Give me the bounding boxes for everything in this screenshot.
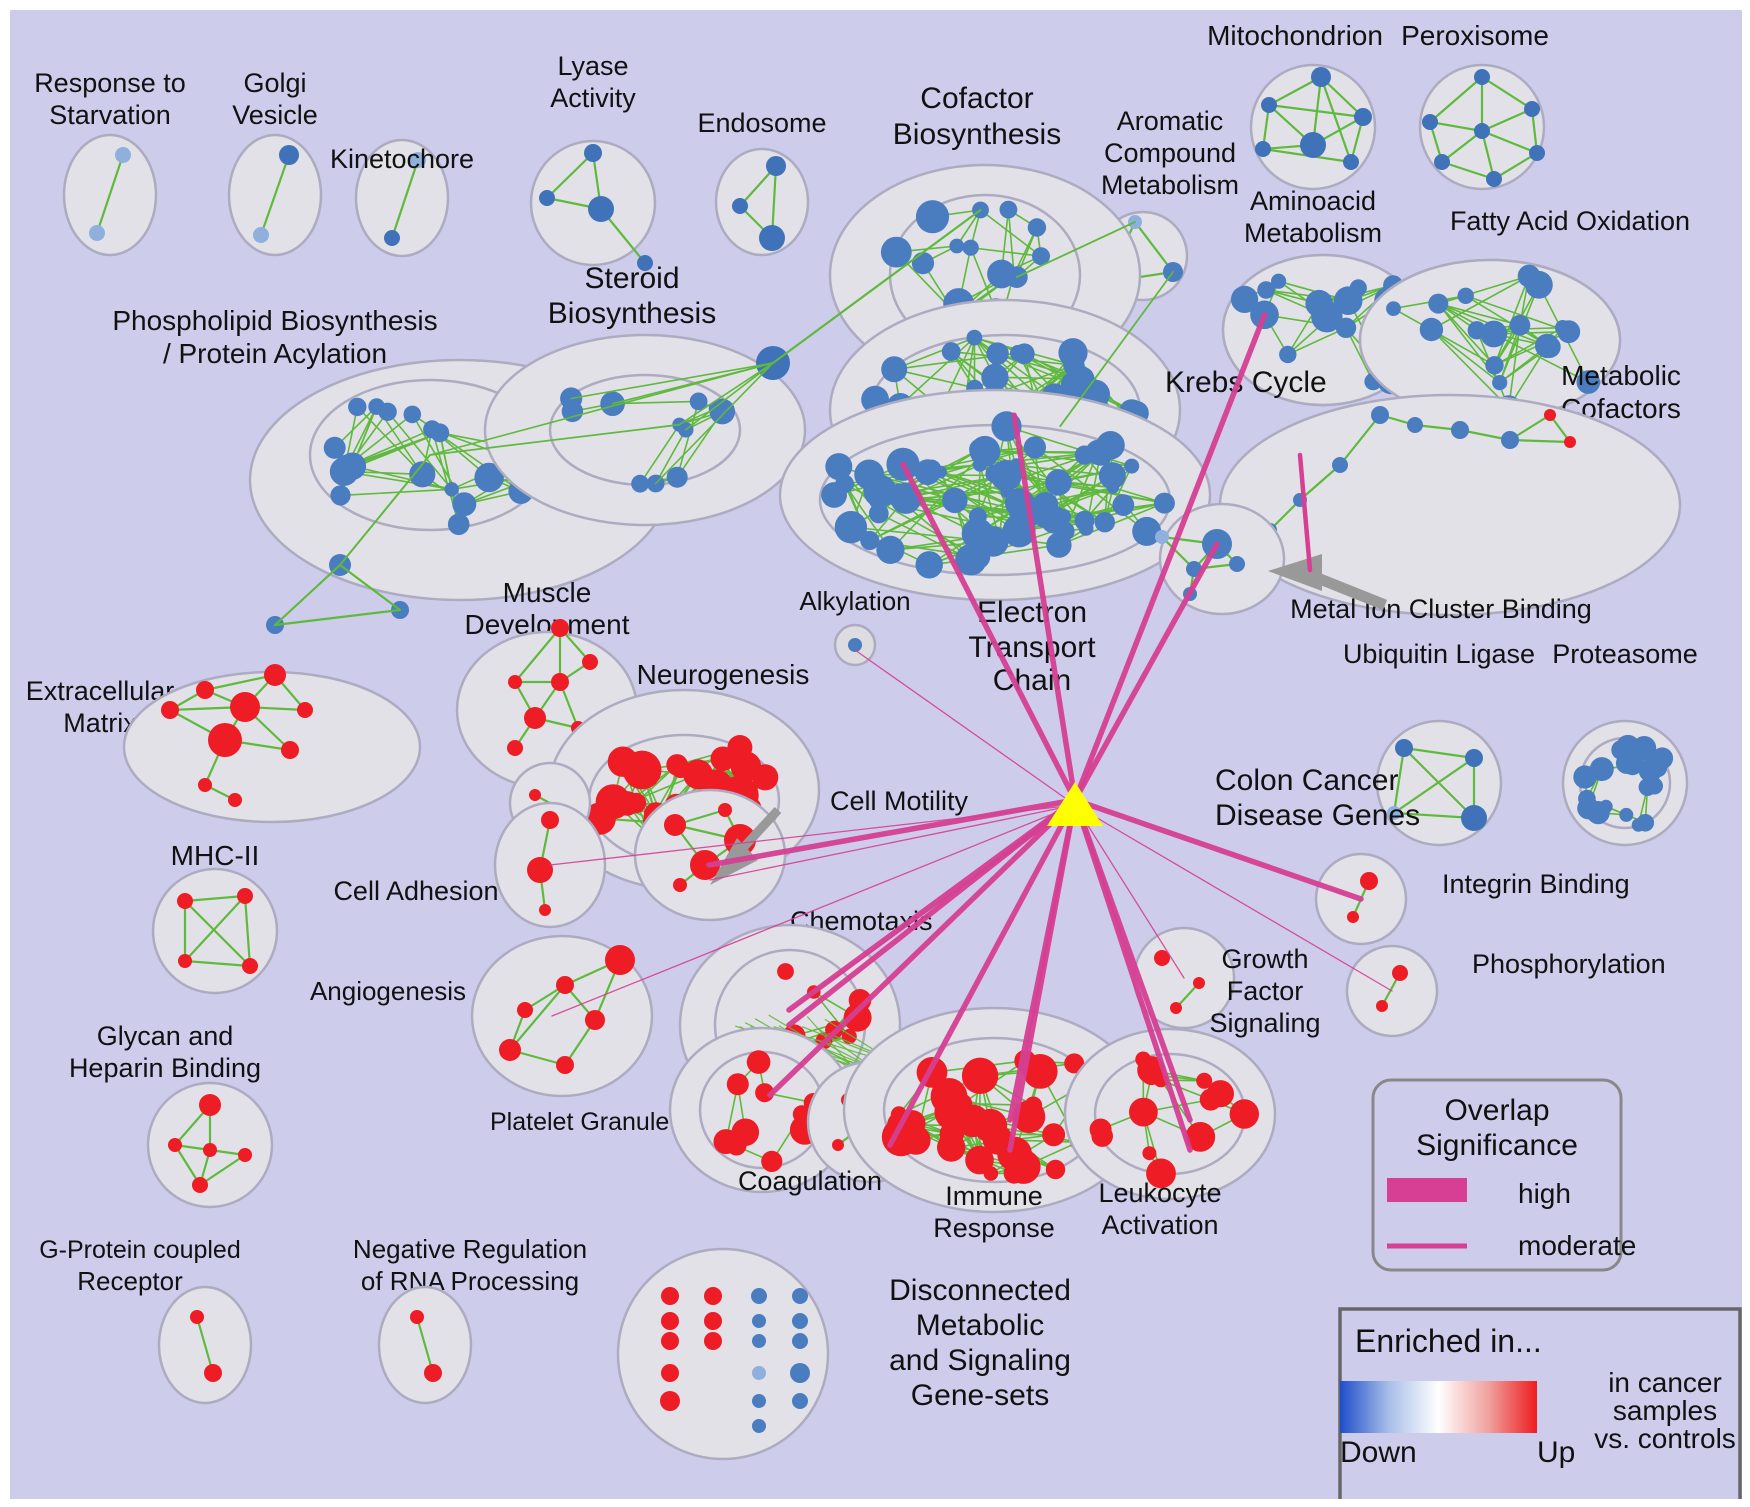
svg-text:Ubiquitin Ligase: Ubiquitin Ligase (1343, 639, 1535, 669)
svg-text:Significance: Significance (1416, 1129, 1578, 1162)
svg-text:Neurogenesis: Neurogenesis (637, 659, 810, 690)
svg-text:vs. controls: vs. controls (1594, 1423, 1736, 1454)
svg-text:Overlap: Overlap (1444, 1094, 1549, 1127)
svg-text:Golgi: Golgi (243, 68, 306, 98)
svg-text:Biosynthesis: Biosynthesis (893, 118, 1061, 151)
svg-text:Starvation: Starvation (49, 100, 171, 130)
svg-text:high: high (1518, 1178, 1571, 1209)
svg-text:samples: samples (1613, 1395, 1717, 1426)
svg-text:Cofactor: Cofactor (920, 82, 1033, 115)
svg-text:Lyase: Lyase (557, 51, 628, 81)
svg-text:in cancer: in cancer (1608, 1367, 1722, 1398)
svg-text:Compound: Compound (1104, 138, 1236, 168)
svg-text:Glycan and: Glycan and (97, 1021, 234, 1051)
svg-text:Factor: Factor (1227, 976, 1304, 1006)
svg-text:Metabolism: Metabolism (1244, 218, 1382, 248)
svg-text:Up: Up (1537, 1436, 1575, 1469)
svg-text:Kinetochore: Kinetochore (330, 144, 474, 174)
svg-text:Phosphorylation: Phosphorylation (1472, 949, 1666, 979)
svg-text:Activation: Activation (1101, 1210, 1218, 1240)
svg-text:Leukocyte: Leukocyte (1098, 1178, 1221, 1208)
svg-text:Coagulation: Coagulation (738, 1166, 882, 1196)
svg-text:Angiogenesis: Angiogenesis (310, 976, 466, 1006)
svg-text:Mitochondrion: Mitochondrion (1207, 20, 1383, 51)
svg-text:and Signaling: and Signaling (889, 1344, 1071, 1377)
svg-text:Steroid: Steroid (584, 262, 679, 295)
svg-text:Disconnected: Disconnected (889, 1274, 1071, 1307)
svg-text:Phospholipid Biosynthesis: Phospholipid Biosynthesis (112, 305, 437, 336)
svg-text:Metabolic: Metabolic (916, 1309, 1044, 1342)
svg-text:Enriched in...: Enriched in... (1355, 1323, 1542, 1359)
svg-text:Response: Response (933, 1213, 1055, 1243)
svg-text:Gene-sets: Gene-sets (911, 1379, 1049, 1412)
svg-text:Immune: Immune (945, 1181, 1043, 1211)
svg-text:Negative Regulation: Negative Regulation (353, 1234, 587, 1264)
svg-text:Cell Motility: Cell Motility (830, 786, 969, 816)
svg-text:Electron: Electron (977, 596, 1087, 629)
svg-text:of RNA Processing: of RNA Processing (361, 1266, 579, 1296)
svg-text:/ Protein Acylation: / Protein Acylation (163, 338, 387, 369)
svg-text:Biosynthesis: Biosynthesis (548, 297, 716, 330)
svg-text:G-Protein coupled: G-Protein coupled (39, 1236, 241, 1264)
svg-text:Transport: Transport (968, 631, 1096, 664)
svg-text:Proteasome: Proteasome (1552, 639, 1698, 669)
svg-text:Metabolic: Metabolic (1561, 360, 1681, 391)
svg-text:Platelet Granule: Platelet Granule (490, 1108, 669, 1136)
svg-text:Down: Down (1340, 1436, 1417, 1469)
svg-text:Growth: Growth (1221, 944, 1308, 974)
svg-text:moderate: moderate (1518, 1230, 1636, 1261)
svg-text:Signaling: Signaling (1209, 1008, 1320, 1038)
svg-text:Vesicle: Vesicle (232, 100, 318, 130)
svg-text:Cell Adhesion: Cell Adhesion (333, 876, 498, 906)
svg-text:Krebs Cycle: Krebs Cycle (1165, 366, 1327, 399)
svg-text:Activity: Activity (550, 83, 636, 113)
svg-text:Extracellular: Extracellular (26, 676, 175, 706)
svg-text:Colon Cancer: Colon Cancer (1215, 764, 1398, 797)
svg-text:Receptor: Receptor (77, 1266, 183, 1296)
svg-text:Aromatic: Aromatic (1117, 106, 1224, 136)
svg-text:Response to: Response to (34, 68, 186, 98)
svg-text:Muscle: Muscle (503, 577, 592, 608)
svg-text:Metabolism: Metabolism (1101, 170, 1239, 200)
svg-text:Disease Genes: Disease Genes (1215, 799, 1420, 832)
svg-text:Integrin Binding: Integrin Binding (1442, 869, 1630, 899)
svg-text:Heparin Binding: Heparin Binding (69, 1053, 261, 1083)
svg-text:Fatty Acid Oxidation: Fatty Acid Oxidation (1450, 206, 1690, 236)
svg-text:MHC-II: MHC-II (171, 840, 260, 871)
svg-text:Metal Ion Cluster Binding: Metal Ion Cluster Binding (1290, 594, 1592, 624)
svg-text:Endosome: Endosome (697, 108, 826, 138)
svg-text:Aminoacid: Aminoacid (1250, 186, 1376, 216)
svg-text:Peroxisome: Peroxisome (1401, 20, 1549, 51)
svg-text:Alkylation: Alkylation (799, 586, 910, 616)
